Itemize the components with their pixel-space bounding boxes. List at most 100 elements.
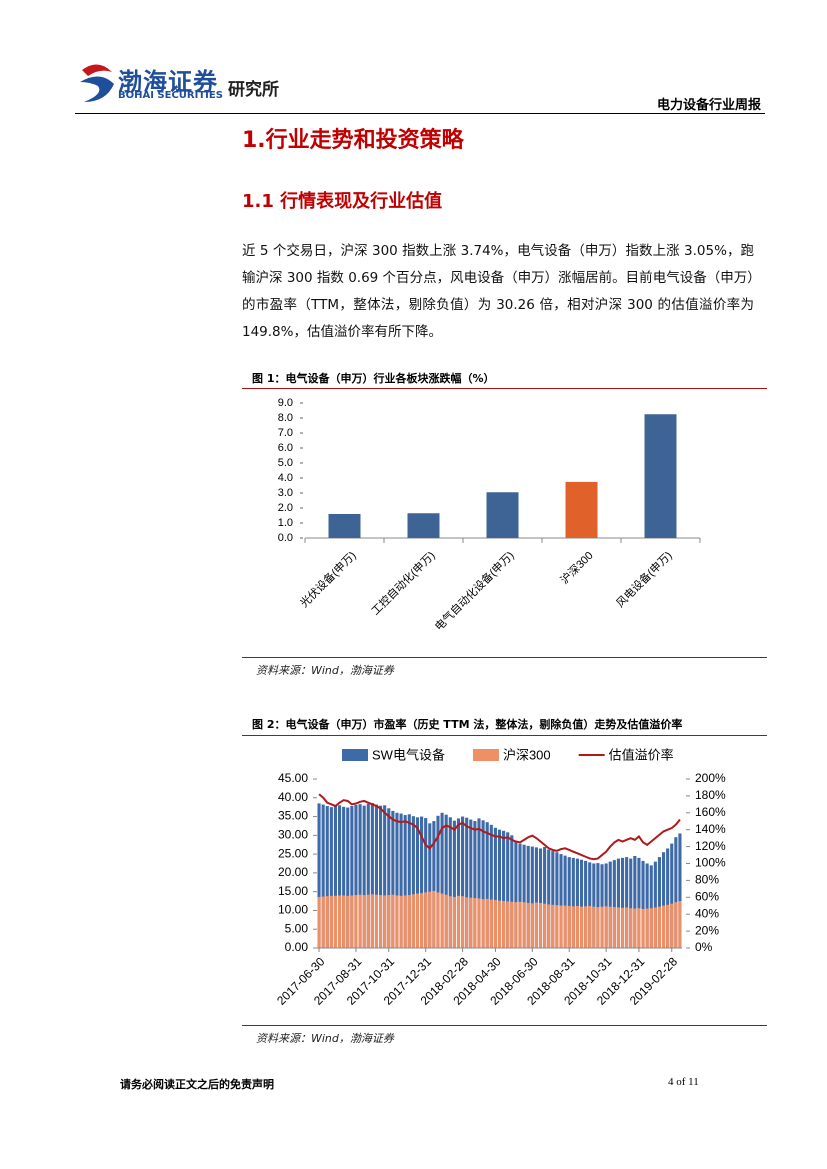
bar <box>530 846 534 948</box>
bar <box>477 898 481 948</box>
bar <box>538 848 543 948</box>
bar <box>473 898 477 948</box>
bar <box>485 898 489 948</box>
bar <box>666 904 670 948</box>
bar <box>551 851 555 948</box>
bar <box>579 906 584 948</box>
y-tick-label: 5.00 <box>285 921 309 935</box>
y-tick-label: 7.0 <box>278 427 293 439</box>
logo-en: BOHAI SECURITIES <box>118 90 223 101</box>
bar <box>600 864 604 948</box>
bar <box>666 848 670 948</box>
bar <box>424 818 428 948</box>
bar <box>534 847 538 948</box>
legend-swatch <box>472 749 499 761</box>
bar <box>370 894 374 948</box>
bar <box>379 805 383 948</box>
bar <box>604 906 608 948</box>
bar <box>584 906 588 948</box>
bar <box>625 907 629 948</box>
bar <box>637 857 641 948</box>
bar <box>456 895 461 948</box>
bar <box>559 854 563 948</box>
y2-tick-label: 180% <box>695 788 726 802</box>
y-tick-label: 5.0 <box>278 457 293 469</box>
bar <box>543 903 547 948</box>
bar <box>461 896 465 948</box>
bar <box>571 906 575 948</box>
y-tick-label: 4.0 <box>278 472 293 484</box>
bar <box>612 907 616 948</box>
bar <box>629 858 633 948</box>
bar <box>616 907 620 948</box>
bar <box>456 818 461 948</box>
bar <box>592 906 596 948</box>
y2-tick-label: 0% <box>695 940 713 954</box>
section-subtitle: 1.1 行情表现及行业估值 <box>242 191 443 212</box>
figure-caption: 图 2：电气设备（申万）市盈率（历史 TTM 法，整体法，剔除负值）走势及估值溢… <box>252 718 683 731</box>
bar <box>600 906 604 948</box>
bar <box>518 901 522 948</box>
bar <box>346 895 350 948</box>
bar <box>489 824 493 948</box>
y2-tick-label: 140% <box>695 822 726 836</box>
y-tick-label: 6.0 <box>278 442 293 454</box>
bar <box>354 804 358 948</box>
bar <box>411 816 415 948</box>
bar <box>325 896 329 948</box>
y-tick-label: 40.00 <box>278 790 308 804</box>
y-tick-label: 20.00 <box>278 865 308 879</box>
bar <box>522 844 526 948</box>
bar <box>391 894 395 948</box>
y-tick-label: 25.00 <box>278 846 308 860</box>
bar <box>584 860 588 948</box>
disclaimer: 请务必阅读正文之后的免责声明 <box>120 1078 274 1091</box>
bar <box>575 858 579 948</box>
bar <box>489 899 493 948</box>
bar <box>567 857 571 948</box>
bar <box>342 895 346 948</box>
y-tick-label: 45.00 <box>278 771 308 785</box>
bar <box>337 805 342 948</box>
y-tick-label: 0.00 <box>285 940 309 954</box>
y-tick-label: 2.0 <box>278 502 293 514</box>
legend-label: SW电气设备 <box>372 747 445 762</box>
y-tick-label: 3.0 <box>278 487 293 499</box>
bar <box>374 894 379 948</box>
bar <box>620 907 625 948</box>
y2-tick-label: 60% <box>695 889 719 903</box>
y-tick-label: 30.00 <box>278 828 308 842</box>
legend-swatch <box>342 749 368 761</box>
bar <box>333 895 338 948</box>
bar <box>407 513 440 538</box>
bar <box>522 902 526 948</box>
bar <box>530 903 534 948</box>
bar <box>473 821 477 948</box>
bar <box>403 815 407 948</box>
bar <box>510 835 514 948</box>
bar <box>657 857 662 948</box>
bar <box>653 907 657 948</box>
chart: 0.00 5.00 10.00 15.00 20.00 25.00 30.00 35.00 40… <box>274 747 726 1007</box>
bar <box>436 815 440 948</box>
bar <box>395 895 399 948</box>
section-title: 1.行业走势和投资策略 <box>242 128 464 153</box>
bar <box>337 895 342 948</box>
bar <box>565 481 598 538</box>
bar <box>477 818 481 948</box>
bar <box>616 858 620 948</box>
bar <box>661 905 666 948</box>
bar <box>387 895 391 948</box>
figure-source: 资料来源：Wind，渤海证券 <box>256 1032 394 1045</box>
bar <box>670 843 674 948</box>
bar <box>567 905 571 948</box>
bar <box>620 857 625 948</box>
bar <box>366 894 370 948</box>
bar <box>559 905 563 948</box>
bar <box>346 807 350 948</box>
bar <box>444 814 448 948</box>
header-rule <box>75 113 765 114</box>
bar <box>399 895 403 948</box>
x-tick-label: 电气自动化设备(申万) <box>432 548 517 633</box>
